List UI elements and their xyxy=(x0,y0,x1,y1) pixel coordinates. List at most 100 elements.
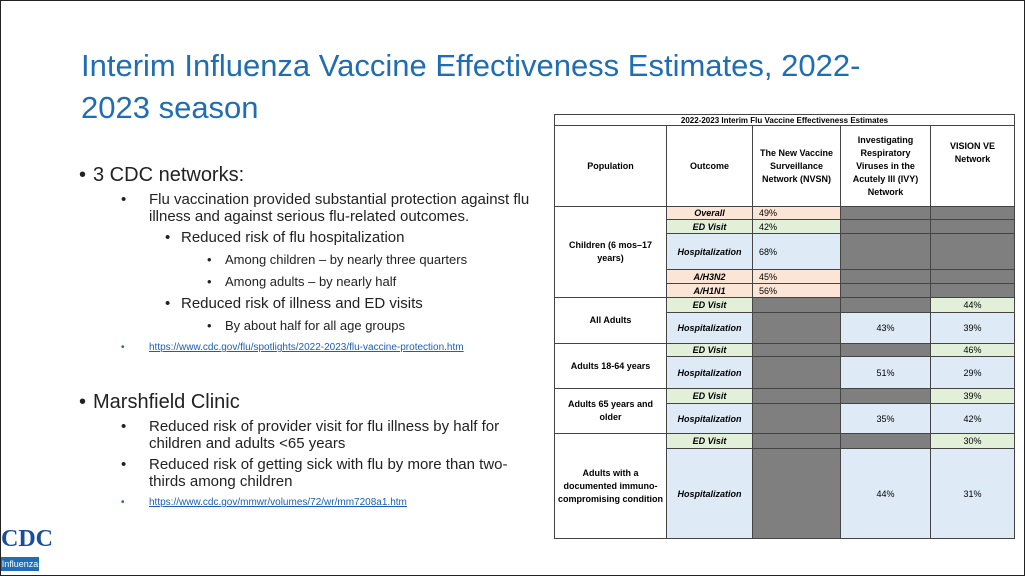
blank-cell xyxy=(840,283,931,298)
blank-cell xyxy=(930,283,1015,298)
value-cell: 39% xyxy=(930,388,1015,404)
bullet: By about half for all age groups xyxy=(207,317,531,335)
blank-cell xyxy=(840,297,931,313)
slide-title: Interim Influenza Vaccine Effectiveness … xyxy=(81,48,861,125)
blank-cell xyxy=(930,206,1015,220)
bullet-group: Flu vaccination provided substantial pro… xyxy=(93,191,531,356)
bullet: https://www.cdc.gov/mmwr/volumes/72/wr/m… xyxy=(121,494,531,511)
outcome-cell: ED Visit xyxy=(666,433,753,449)
bullet: https://www.cdc.gov/flu/spotlights/2022-… xyxy=(121,339,531,356)
link[interactable]: https://www.cdc.gov/mmwr/volumes/72/wr/m… xyxy=(149,497,407,508)
blank-cell xyxy=(930,233,1015,270)
blank-cell xyxy=(752,312,841,344)
table-title: 2022-2023 Interim Flu Vaccine Effectiven… xyxy=(554,114,1015,126)
data-row: Hospitalization 43% 39% xyxy=(555,312,1015,344)
outcome-cell: Overall xyxy=(666,206,753,220)
outcome-cell: Hospitalization xyxy=(666,356,753,389)
bullet-text: Flu vaccination provided substantial pro… xyxy=(149,191,530,225)
bullet-group: Among children – by nearly three quarter… xyxy=(181,251,531,291)
blank-cell xyxy=(752,356,841,389)
value-cell: 35% xyxy=(840,403,931,434)
bullet-list: 3 CDC networks: Flu vaccination provided … xyxy=(79,163,531,511)
data-row: Hospitalization 44% 31% xyxy=(555,448,1015,539)
outcome-cell: ED Visit xyxy=(666,388,753,404)
data-row: Hospitalization 68% xyxy=(555,233,1015,270)
data-row: A/H1N1 56% xyxy=(555,283,1015,298)
value-cell: 43% xyxy=(840,312,931,344)
bullet-text: 3 CDC networks: xyxy=(93,164,245,186)
outcome-cell: Hospitalization xyxy=(666,448,753,539)
header-cell: Outcome xyxy=(666,125,753,207)
bullet-group: Reduced risk of flu hospitalization Among… xyxy=(149,229,531,335)
blank-cell xyxy=(840,343,931,357)
bullet-text: Among children – by nearly three quarter… xyxy=(225,252,468,267)
bullet-group: Reduced risk of provider visit for flu i… xyxy=(93,418,531,511)
bullet: Reduced risk of provider visit for flu i… xyxy=(121,418,531,452)
value-cell: 42% xyxy=(752,219,841,234)
bullet-text: Reduced risk of illness and ED visits xyxy=(181,295,423,312)
value-cell: 42% xyxy=(930,403,1015,434)
outcome-cell: ED Visit xyxy=(666,343,753,357)
data-row: Adults 65 years and older ED Visit 39% xyxy=(554,388,1015,434)
outcome-cell: Hospitalization xyxy=(666,233,753,270)
header-cell: Investigating Respiratory Viruses in the… xyxy=(840,125,931,207)
bullet: Marshfield Clinic Reduced risk of provide… xyxy=(79,390,531,511)
bullet: Flu vaccination provided substantial pro… xyxy=(121,191,531,335)
data-row: Children (6 mos–17 years) Overall 49% xyxy=(554,206,1015,298)
value-cell: 49% xyxy=(752,206,841,220)
population-cell: Adults 18-64 years xyxy=(554,343,667,389)
data-row: Hospitalization 51% 29% xyxy=(555,356,1015,389)
value-cell: 29% xyxy=(930,356,1015,389)
bullet: Reduced risk of flu hospitalization Among… xyxy=(165,229,531,291)
blank-cell xyxy=(840,219,931,234)
value-cell: 44% xyxy=(930,297,1015,313)
data-row: A/H3N2 45% xyxy=(555,269,1015,284)
blank-cell xyxy=(752,297,841,313)
bullet-text: Reduced risk of getting sick with flu by… xyxy=(149,456,508,490)
blank-cell xyxy=(840,433,931,449)
outcome-cell: Hospitalization xyxy=(666,403,753,434)
bullet-group: By about half for all age groups xyxy=(181,317,531,335)
population-cell: All Adults xyxy=(554,297,667,344)
link[interactable]: https://www.cdc.gov/flu/spotlights/2022-… xyxy=(149,342,464,353)
ve-table: 2022-2023 Interim Flu Vaccine Effectiven… xyxy=(554,114,1015,539)
value-cell: 68% xyxy=(752,233,841,270)
bullet: Among children – by nearly three quarter… xyxy=(207,251,531,269)
table-title-row: 2022-2023 Interim Flu Vaccine Effectiven… xyxy=(554,114,1015,126)
header-cell: VISION VE Network xyxy=(930,125,1015,207)
bullet-text: Among adults – by nearly half xyxy=(225,274,397,289)
cdc-logo: CDC Influenza xyxy=(1,521,53,575)
value-cell: 31% xyxy=(930,448,1015,539)
population-cell: Adults 65 years and older xyxy=(554,388,667,434)
population-cell: Children (6 mos–17 years) xyxy=(554,206,667,298)
data-row: Adults 18-64 years ED Visit 46% xyxy=(554,343,1015,389)
blank-cell xyxy=(930,219,1015,234)
logo-text: CDC xyxy=(1,526,53,552)
blank-cell xyxy=(752,343,841,357)
blank-cell xyxy=(840,206,931,220)
header-cell: Population xyxy=(554,125,667,207)
blank-cell xyxy=(840,388,931,404)
blank-cell xyxy=(752,448,841,539)
bullet: Reduced risk of getting sick with flu by… xyxy=(121,456,531,490)
bullet-text: Marshfield Clinic xyxy=(93,391,240,413)
blank-cell xyxy=(930,269,1015,284)
value-cell: 39% xyxy=(930,312,1015,344)
data-row: Hospitalization 35% 42% xyxy=(555,403,1015,434)
value-cell: 51% xyxy=(840,356,931,389)
population-cell: Adults with a documented immuno-compromi… xyxy=(554,433,667,539)
blank-cell xyxy=(752,403,841,434)
bullet-text: Reduced risk of flu hospitalization xyxy=(181,229,405,246)
bullet: Among adults – by nearly half xyxy=(207,273,531,291)
value-cell: 44% xyxy=(840,448,931,539)
outcome-cell: A/H3N2 xyxy=(666,269,753,284)
outcome-cell: Hospitalization xyxy=(666,312,753,344)
bullet: Reduced risk of illness and ED visits By … xyxy=(165,295,531,335)
logo-caption: Influenza xyxy=(1,557,39,571)
data-row: Adults with a documented immuno-compromi… xyxy=(554,433,1015,539)
header-cell: The New Vaccine Surveillance Network (NV… xyxy=(752,125,841,207)
header-row: Population Outcome The New Vaccine Surveil… xyxy=(554,125,1015,207)
blank-cell xyxy=(840,269,931,284)
value-cell: 30% xyxy=(930,433,1015,449)
